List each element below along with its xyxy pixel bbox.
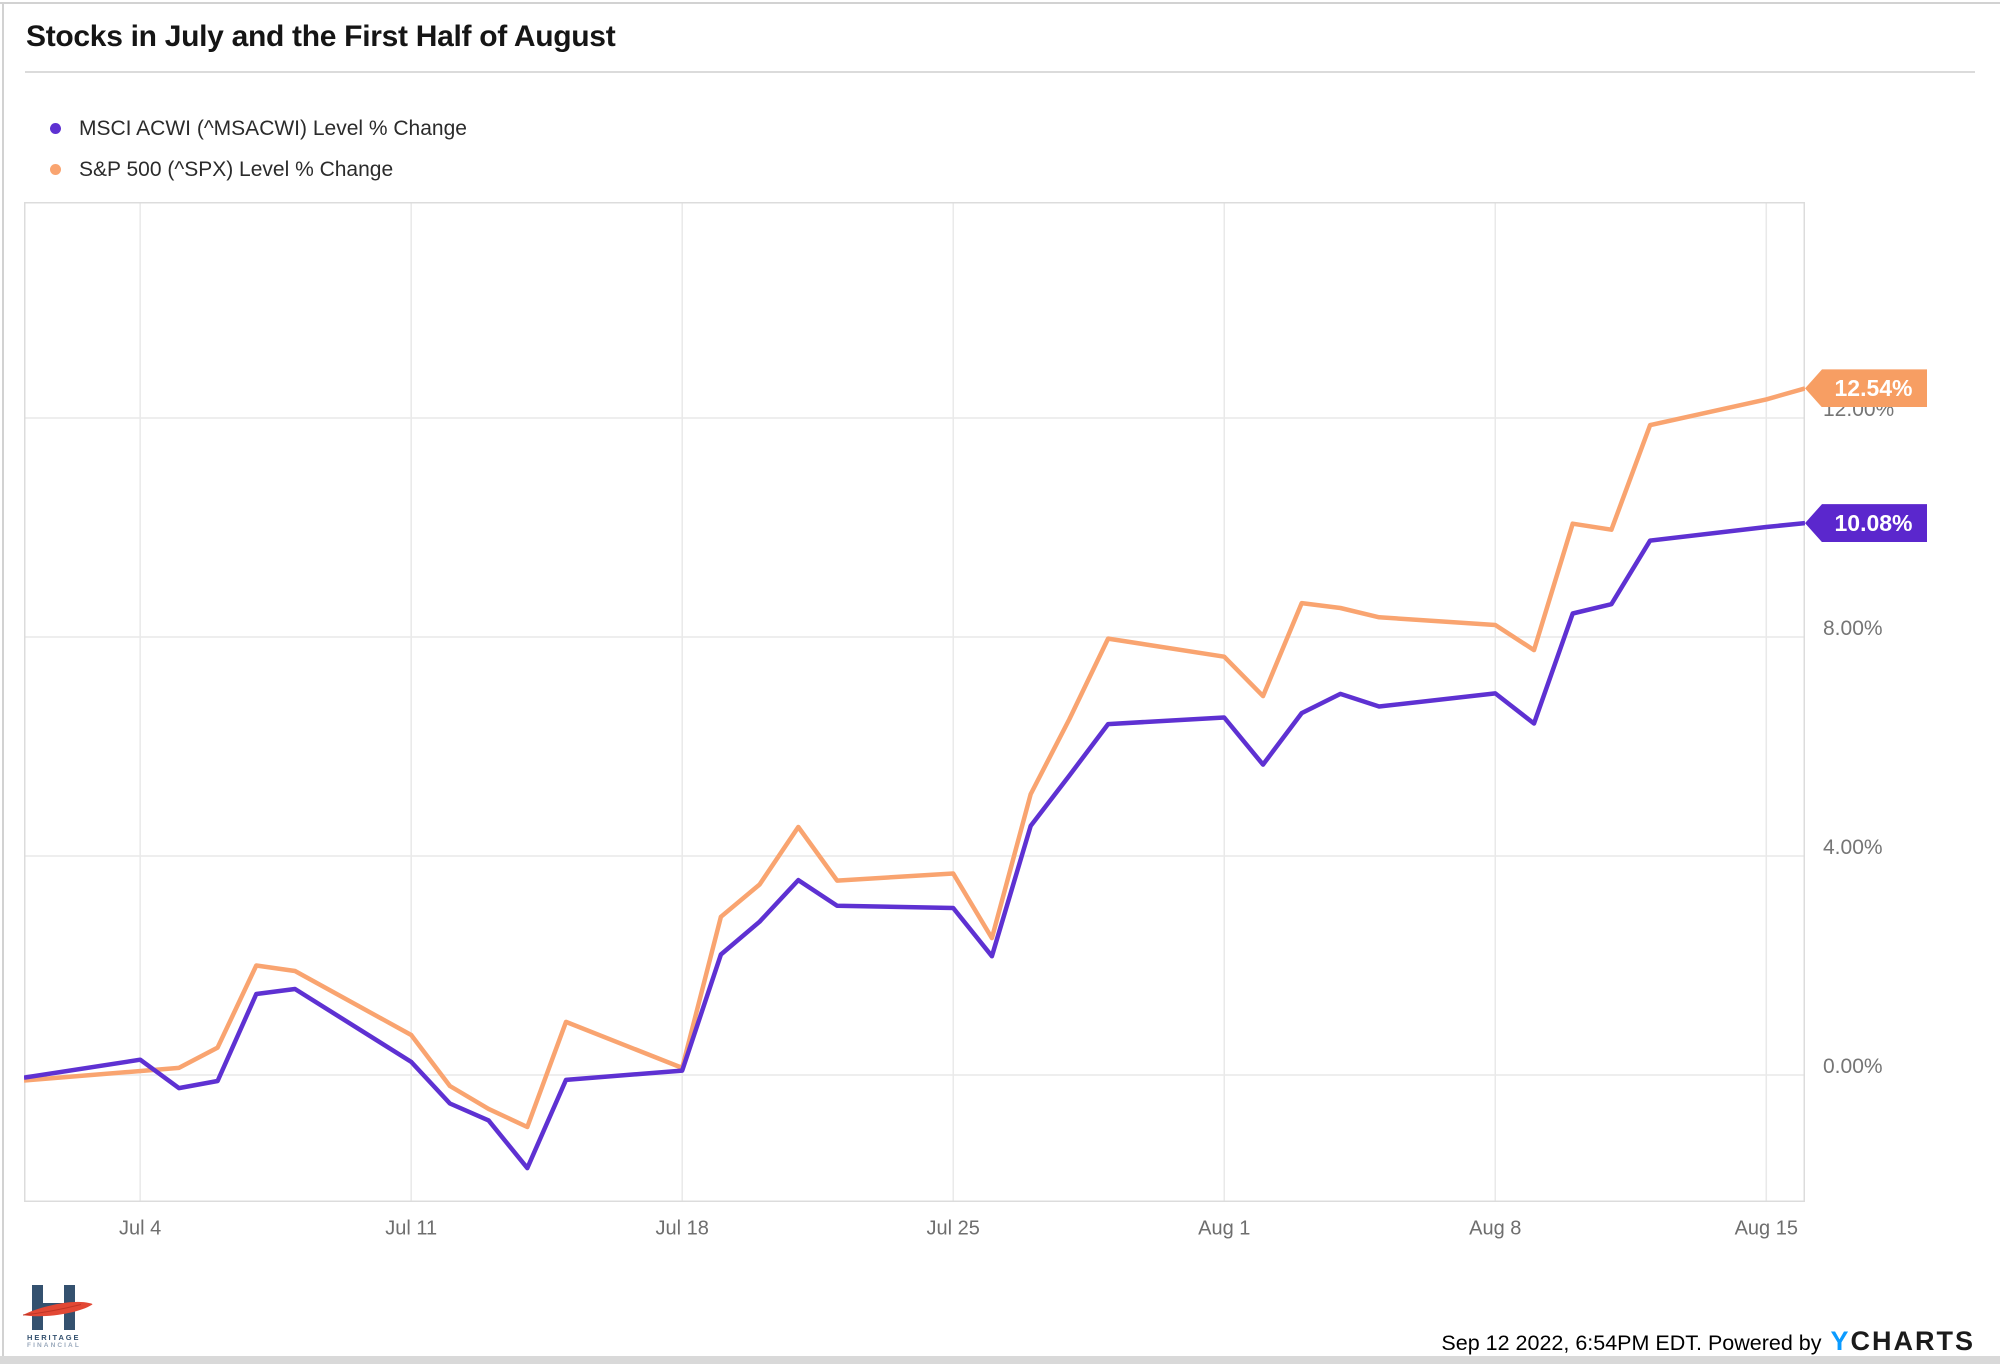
legend-label: S&P 500 (^SPX) Level % Change xyxy=(79,157,394,181)
x-axis-tick-label: Aug 1 xyxy=(1198,1217,1251,1240)
page-top-border xyxy=(0,2,2000,4)
footer: Sep 12 2022, 6:54PM EDT. Powered by YCHA… xyxy=(1441,1326,1975,1357)
x-axis-tick-label: Jul 25 xyxy=(926,1217,980,1240)
legend: MSCI ACWI (^MSACWI) Level % Change S&P 50… xyxy=(50,108,467,190)
ycharts-logo: YCHARTS xyxy=(1830,1326,1975,1357)
x-axis-tick-label: Aug 8 xyxy=(1469,1217,1522,1240)
chart-canvas xyxy=(24,202,1805,1202)
heritage-financial-logo: HERITAGE FINANCIAL xyxy=(22,1284,103,1350)
y-axis-tick-label: 4.00% xyxy=(1823,836,1883,859)
x-axis-tick-label: Jul 11 xyxy=(385,1217,438,1240)
series-line xyxy=(24,520,1805,1171)
end-value-badge: 12.54% xyxy=(1805,369,1927,408)
x-axis-tick-label: Jul 4 xyxy=(119,1217,162,1240)
y-axis-tick-label: 8.00% xyxy=(1823,617,1883,640)
bottom-edge-strip xyxy=(0,1356,2000,1364)
y-axis-tick-label: 0.00% xyxy=(1823,1055,1883,1078)
ycharts-y-glyph: Y xyxy=(1830,1326,1851,1356)
series-line xyxy=(24,386,1805,1130)
page-left-border xyxy=(2,2,4,1356)
page-title: Stocks in July and the First Half of Aug… xyxy=(26,20,616,53)
legend-dot-icon xyxy=(50,164,61,175)
heritage-wordmark: HERITAGE xyxy=(27,1333,81,1342)
timestamp-text: Sep 12 2022, 6:54PM EDT. Powered by xyxy=(1441,1331,1822,1355)
legend-item: S&P 500 (^SPX) Level % Change xyxy=(50,149,467,190)
legend-dot-icon xyxy=(50,123,61,134)
x-axis-tick-label: Jul 18 xyxy=(655,1217,709,1240)
heritage-h-feather-icon xyxy=(22,1285,93,1330)
title-divider xyxy=(25,71,1975,73)
end-value-badge: 10.08% xyxy=(1805,504,1927,543)
x-axis-tick-label: Aug 15 xyxy=(1734,1217,1798,1240)
ycharts-wordmark: CHARTS xyxy=(1850,1326,1975,1356)
legend-item: MSCI ACWI (^MSACWI) Level % Change xyxy=(50,108,467,149)
financial-wordmark: FINANCIAL xyxy=(27,1342,81,1349)
legend-label: MSCI ACWI (^MSACWI) Level % Change xyxy=(79,116,467,140)
plot-area xyxy=(24,202,1805,1202)
